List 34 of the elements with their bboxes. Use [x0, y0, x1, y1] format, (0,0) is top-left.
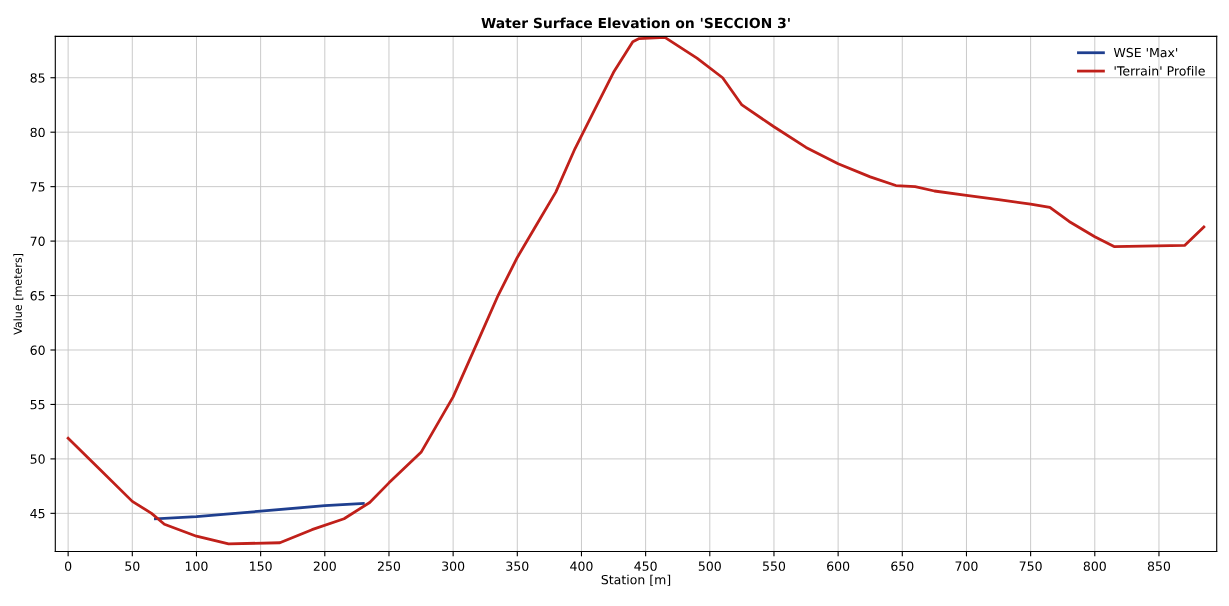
y-axis-title: Value [meters] — [13, 253, 24, 335]
line-series — [66, 36, 1206, 546]
line-series — [154, 502, 365, 521]
x-tick-label: 250 — [377, 561, 401, 571]
x-tick-label: 300 — [442, 561, 465, 571]
y-tick-label: 80 — [30, 127, 45, 138]
x-tick-label: 700 — [955, 561, 978, 571]
x-tick-label: 200 — [313, 561, 336, 571]
x-tick-label: 0 — [64, 561, 72, 571]
x-tick-label: 150 — [250, 561, 272, 571]
legend-label: WSE 'Max' — [1113, 47, 1178, 58]
x-tick-label: 550 — [763, 561, 786, 571]
y-tick-label: 65 — [30, 291, 45, 301]
x-tick-label: 850 — [1147, 561, 1171, 571]
legend-label: 'Terrain' Profile — [1114, 65, 1205, 76]
y-tick-label: 70 — [30, 236, 45, 247]
x-tick-label: 500 — [698, 561, 721, 571]
x-tick-label: 50 — [125, 561, 140, 571]
y-tick-label: 60 — [30, 345, 45, 355]
x-tick-label: 750 — [1019, 561, 1042, 571]
y-tick-label: 50 — [30, 454, 45, 464]
x-axis-title: Station [m] — [601, 574, 671, 586]
x-tick-label: 800 — [1083, 561, 1106, 571]
y-tick-label: 85 — [30, 73, 45, 83]
y-tick-label: 45 — [30, 508, 45, 519]
x-tick-label: 100 — [185, 561, 208, 571]
x-tick-label: 450 — [634, 561, 657, 571]
y-tick-label: 75 — [30, 182, 45, 192]
x-tick-label: 400 — [570, 561, 593, 571]
x-tick-label: 650 — [891, 561, 914, 571]
y-tick-label: 55 — [30, 400, 45, 410]
chart-title: Water Surface Elevation on 'SECCION 3' — [481, 17, 790, 29]
x-tick-label: 600 — [827, 561, 850, 571]
x-tick-label: 350 — [506, 561, 529, 571]
